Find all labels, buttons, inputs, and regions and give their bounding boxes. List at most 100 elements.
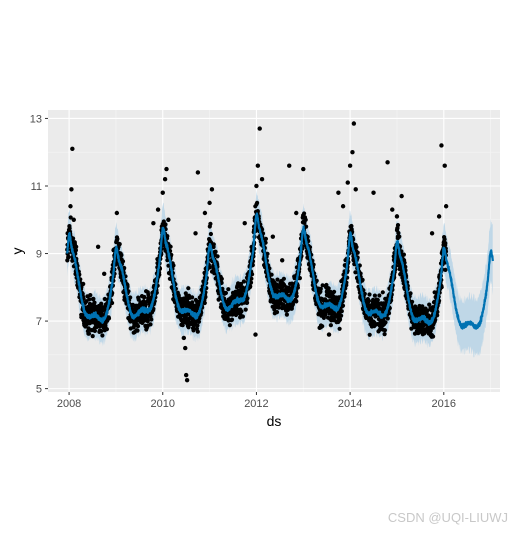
observed-point: [243, 307, 248, 312]
observed-point: [90, 334, 95, 339]
observed-point: [195, 323, 200, 328]
observed-point: [367, 292, 372, 297]
observed-point: [302, 211, 307, 216]
observed-point: [382, 332, 387, 337]
x-axis-title: ds: [267, 413, 282, 429]
observed-point: [186, 286, 191, 291]
plot-panel: [48, 110, 500, 392]
x-tick-label: 2010: [151, 398, 175, 410]
observed-point: [148, 322, 153, 327]
observed-point: [66, 227, 72, 233]
observed-point: [215, 254, 220, 259]
observed-point: [122, 265, 127, 271]
observed-point: [239, 309, 244, 314]
observed-point: [259, 177, 265, 182]
observed-point: [279, 258, 285, 263]
observed-point: [202, 210, 208, 216]
observed-point: [281, 276, 286, 281]
observed-point: [443, 204, 449, 209]
observed-point: [168, 244, 173, 249]
observed-point: [360, 277, 365, 282]
observed-point: [92, 300, 97, 305]
observed-point: [71, 236, 76, 241]
observed-point: [87, 297, 92, 302]
observed-point: [95, 244, 101, 249]
observed-point: [104, 327, 109, 332]
observed-point: [340, 303, 346, 308]
observed-point: [429, 231, 435, 236]
observed-point: [317, 325, 322, 331]
observed-point: [336, 190, 341, 195]
observed-point: [337, 317, 343, 322]
observed-point: [164, 166, 169, 172]
observed-point: [366, 298, 371, 303]
observed-point: [146, 292, 151, 297]
observed-point: [181, 335, 187, 341]
observed-point: [207, 200, 212, 206]
y-tick-label: 13: [30, 113, 42, 125]
observed-point: [303, 217, 308, 222]
observed-point: [120, 259, 126, 264]
observed-point: [375, 297, 380, 303]
observed-point: [135, 328, 140, 333]
observed-point: [397, 234, 402, 239]
observed-point: [287, 163, 292, 168]
observed-point: [128, 295, 133, 300]
observed-point: [126, 289, 131, 294]
observed-point: [162, 177, 168, 182]
y-axis-title: y: [9, 248, 25, 255]
observed-point: [383, 320, 388, 325]
observed-point: [350, 150, 355, 155]
observed-point: [255, 163, 261, 168]
observed-point: [155, 207, 161, 212]
observed-point: [253, 332, 258, 337]
watermark: CSDN @UQI-LIUWJ: [387, 510, 508, 525]
observed-point: [102, 296, 107, 302]
observed-point: [202, 300, 207, 306]
observed-point: [396, 230, 401, 236]
y-axis: 5 7 9 11 13: [30, 113, 48, 396]
observed-point: [339, 313, 344, 318]
observed-point: [431, 334, 436, 339]
observed-point: [91, 296, 96, 301]
observed-point: [66, 254, 71, 259]
observed-point: [184, 377, 190, 383]
observed-point: [160, 190, 165, 195]
observed-point: [92, 328, 97, 333]
observed-point: [114, 210, 120, 216]
observed-point: [254, 183, 259, 189]
observed-point: [294, 210, 299, 216]
observed-point: [115, 236, 120, 242]
observed-point: [345, 180, 350, 185]
observed-point: [439, 143, 444, 148]
observed-point: [219, 276, 224, 281]
observed-point: [195, 170, 201, 175]
observed-point: [372, 293, 377, 298]
observed-point: [408, 291, 413, 296]
observed-point: [353, 187, 358, 192]
x-tick-label: 2016: [432, 398, 456, 410]
observed-point: [68, 204, 73, 209]
observed-point: [70, 146, 75, 152]
observed-point: [380, 290, 385, 295]
observed-point: [427, 302, 432, 307]
observed-point: [143, 302, 148, 307]
observed-point: [135, 324, 141, 329]
observed-point: [245, 300, 250, 305]
observed-point: [183, 372, 189, 378]
observed-point: [209, 187, 215, 192]
observed-point: [227, 323, 232, 328]
observed-point: [117, 242, 122, 247]
observed-point: [73, 248, 78, 253]
observed-point: [442, 237, 447, 242]
observed-point: [390, 207, 395, 212]
observed-point: [213, 249, 218, 254]
x-tick-label: 2014: [338, 398, 362, 410]
observed-point: [223, 290, 228, 296]
observed-point: [229, 317, 235, 322]
observed-point: [294, 299, 299, 304]
observed-point: [255, 200, 260, 205]
observed-point: [208, 231, 213, 237]
observed-point: [332, 289, 337, 294]
